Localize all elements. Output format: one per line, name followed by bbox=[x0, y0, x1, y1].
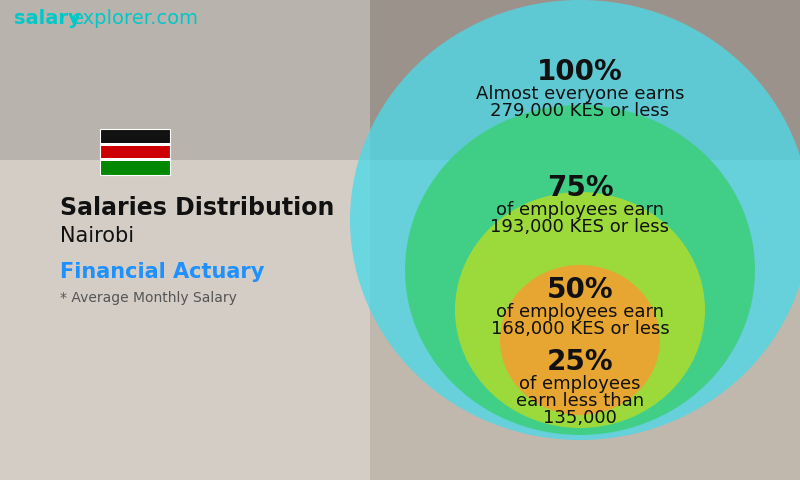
Text: salary: salary bbox=[14, 9, 81, 27]
Text: * Average Monthly Salary: * Average Monthly Salary bbox=[60, 291, 237, 305]
Text: Nairobi: Nairobi bbox=[60, 226, 134, 246]
Bar bbox=[100, 129, 170, 175]
Bar bbox=[100, 158, 170, 161]
Text: Almost everyone earns: Almost everyone earns bbox=[476, 85, 684, 103]
Text: of employees: of employees bbox=[519, 375, 641, 393]
Ellipse shape bbox=[405, 105, 755, 435]
Text: 193,000 KES or less: 193,000 KES or less bbox=[490, 218, 670, 236]
Text: 279,000 KES or less: 279,000 KES or less bbox=[490, 102, 670, 120]
Bar bbox=[0, 0, 370, 480]
Text: 168,000 KES or less: 168,000 KES or less bbox=[490, 320, 670, 338]
Ellipse shape bbox=[500, 265, 660, 415]
Ellipse shape bbox=[455, 192, 705, 428]
Text: 100%: 100% bbox=[537, 58, 623, 86]
Bar bbox=[100, 143, 170, 146]
Bar bbox=[100, 144, 170, 160]
Ellipse shape bbox=[350, 0, 800, 440]
Text: 135,000: 135,000 bbox=[543, 409, 617, 427]
Text: 25%: 25% bbox=[546, 348, 614, 376]
Bar bbox=[0, 0, 800, 160]
Text: explorer.com: explorer.com bbox=[72, 9, 199, 27]
Text: 75%: 75% bbox=[546, 174, 614, 202]
Text: Salaries Distribution: Salaries Distribution bbox=[60, 196, 334, 220]
Bar bbox=[100, 129, 170, 144]
Text: of employees earn: of employees earn bbox=[496, 201, 664, 219]
Bar bbox=[100, 160, 170, 175]
Text: of employees earn: of employees earn bbox=[496, 303, 664, 321]
Text: earn less than: earn less than bbox=[516, 392, 644, 410]
Text: Financial Actuary: Financial Actuary bbox=[60, 262, 264, 282]
Bar bbox=[0, 160, 800, 480]
Text: 50%: 50% bbox=[546, 276, 614, 304]
